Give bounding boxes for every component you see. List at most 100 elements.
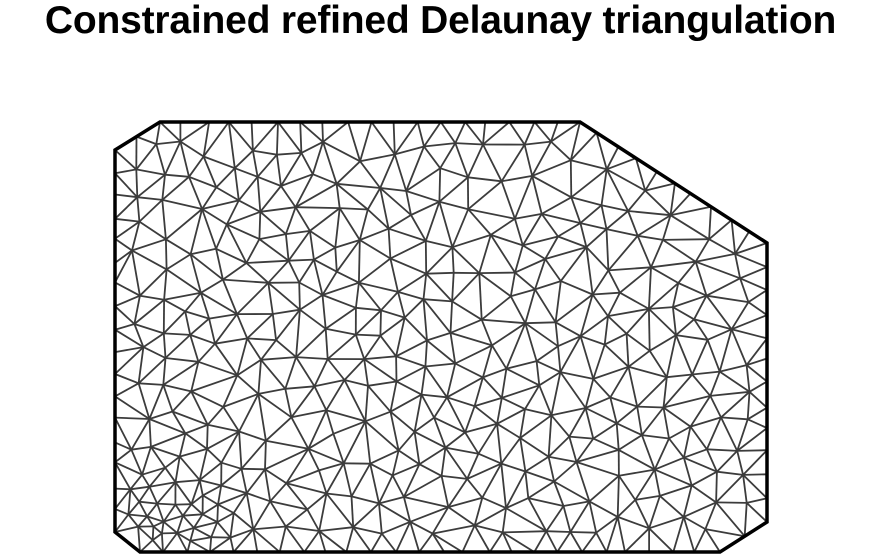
mesh-edge [356,310,381,334]
mesh-edge [455,143,483,144]
mesh-edge [166,239,167,269]
mesh-edge [539,385,551,415]
mesh-edge [515,176,532,219]
mesh-edge [515,245,523,272]
mesh-edge [247,338,261,359]
mesh-edge [260,186,281,212]
mesh-edge [265,469,270,501]
mesh-edge [589,501,617,517]
mesh-edge [132,251,167,270]
mesh-edge [424,299,428,340]
mesh-edge [223,280,268,283]
mesh-edge [629,351,650,367]
mesh-edge [678,262,695,283]
mesh-edge [405,318,427,341]
mesh-edge [709,239,735,254]
mesh-edge [645,191,670,216]
mesh-edge [391,382,397,412]
mesh-edge [589,476,619,502]
mesh-edge [650,335,676,351]
mesh-edge [441,122,456,143]
mesh-edge [360,161,380,188]
mesh-edge [203,495,218,504]
mesh-edge [475,406,498,424]
mesh-edge [605,316,608,345]
mesh-edge [483,377,502,398]
mesh-edge [452,235,490,247]
mesh-edge [475,398,502,406]
mesh-edge [439,168,440,202]
mesh-edge [115,306,134,324]
mesh-edge [528,498,563,506]
mesh-edge [422,395,435,418]
mesh-edge [419,448,445,465]
mesh-edge [139,200,162,222]
mesh-edge [503,531,547,532]
mesh-edge [328,335,356,359]
mesh-edge [740,267,767,278]
mesh-edge [602,169,607,205]
mesh-edge [667,375,692,378]
mesh-edge [663,239,709,240]
mesh-edge [253,151,258,177]
mesh-edge [143,333,163,347]
mesh-edge [217,513,233,522]
mesh-edge [422,367,426,395]
mesh-edge [607,517,618,552]
mesh-edge [551,372,560,415]
mesh-edge [442,476,449,507]
mesh-edge [593,423,616,438]
mesh-edge [235,168,239,200]
mesh-edge [525,472,528,499]
mesh-edge [115,173,137,197]
mesh-edge [189,157,204,177]
mesh-edge [260,207,295,212]
mesh-edge [381,310,405,317]
mesh-edge [147,504,157,517]
mesh-edge [716,475,743,503]
mesh-edge [175,505,183,516]
mesh-edge [535,289,556,322]
mesh-edge [570,501,589,532]
mesh-edge [451,333,456,364]
mesh-edge [140,296,164,300]
mesh-edge [569,408,585,437]
mesh-edge [209,319,215,344]
mesh-edge [299,260,314,283]
mesh-edge [748,408,767,420]
mesh-edge [253,151,277,155]
mesh-edge [737,451,743,475]
mesh-edge [360,154,395,161]
mesh-edge [166,239,191,254]
mesh-edge [239,200,260,211]
mesh-edge [551,142,571,161]
mesh-edge [382,534,396,552]
mesh-edge [425,364,455,367]
mesh-edge [619,476,635,500]
mesh-edge [451,320,482,333]
mesh-edge [439,202,468,210]
mesh-edge [397,367,426,382]
mesh-edge [708,340,720,372]
mesh-edge [748,302,767,315]
mesh-edge [115,418,149,419]
mesh-edge [323,295,326,329]
mesh-edge [215,314,237,344]
mesh-edge [247,469,265,493]
mesh-edge [491,219,515,235]
mesh-edge [139,502,147,517]
mesh-edge [511,296,526,323]
mesh-edge [483,122,485,145]
mesh-edge [434,397,447,417]
mesh-edge [532,142,551,176]
mesh-edge [139,487,149,502]
mesh-edge [203,505,218,515]
mesh-edge [216,168,235,187]
mesh-edge [717,451,737,472]
mesh-edge [664,408,670,439]
mesh-edge [115,450,131,463]
mesh-edge [617,423,619,450]
mesh-edge [396,340,427,356]
mesh-edge [651,267,678,283]
mesh-edge [710,396,721,418]
